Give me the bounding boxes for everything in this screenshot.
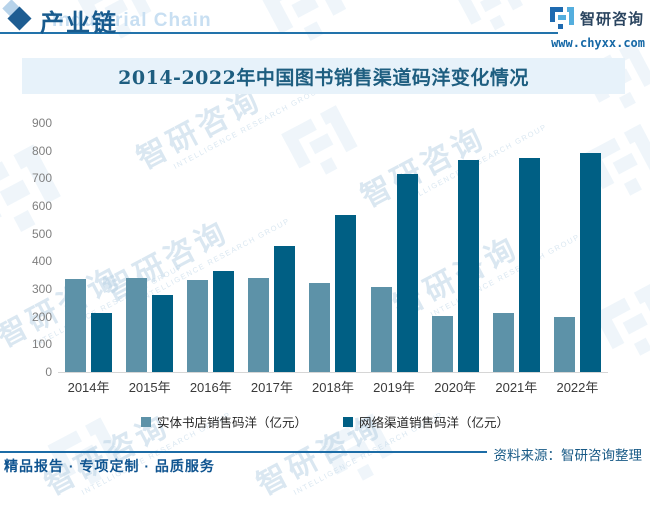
bar-group <box>119 123 180 372</box>
bar <box>187 280 209 372</box>
bar-group <box>180 123 241 372</box>
bar <box>309 283 331 372</box>
bar <box>579 153 601 372</box>
y-tick-label: 300 <box>31 282 52 296</box>
bar-group <box>547 123 608 372</box>
bar-group <box>241 123 302 372</box>
source-note: 资料来源：智研咨询整理 <box>493 448 643 463</box>
legend-swatch-icon <box>140 416 151 427</box>
bar <box>65 279 87 372</box>
bar-group <box>425 123 486 372</box>
bar <box>126 278 148 372</box>
legend-item: 实体书店销售码洋（亿元） <box>140 412 307 431</box>
legend-label: 实体书店销售码洋（亿元） <box>156 416 307 430</box>
x-axis: 2014年 2015年 2016年 2017年 2018年 2019年 2020年 2021年… <box>58 377 608 396</box>
brand: 智研咨询 <box>549 7 644 29</box>
bar <box>492 313 514 372</box>
bar <box>248 278 270 372</box>
chart-title-band: 2014-2022年中国图书销售渠道码洋变化情况 <box>22 58 625 94</box>
footer-divider <box>0 451 487 453</box>
x-tick-label: 2022年 <box>556 380 599 395</box>
legend-item: 网络渠道销售码洋（亿元） <box>343 412 509 431</box>
bar <box>396 174 418 372</box>
bar-group <box>364 123 425 372</box>
bar <box>431 316 453 372</box>
x-tick-label: 2019年 <box>373 380 416 395</box>
x-tick-label: 2017年 <box>250 380 293 395</box>
chart-title: 2014-2022年中国图书销售渠道码洋变化情况 <box>118 66 529 89</box>
bar <box>553 317 575 372</box>
bar <box>274 246 296 372</box>
bar-group <box>302 123 363 372</box>
y-tick-label: 900 <box>31 116 52 130</box>
bar <box>457 160 479 372</box>
bar <box>370 287 392 372</box>
plot-area <box>58 123 608 372</box>
page-title-english: Industrial Chain <box>52 10 212 31</box>
bar <box>335 215 357 372</box>
bar-chart: 0 100 200 300 400 500 600 700 800 900 2014年 2015年 2… <box>0 116 650 431</box>
bar <box>213 271 235 372</box>
y-tick-label: 400 <box>31 254 52 269</box>
page-title: 产业链 <box>40 8 118 37</box>
x-tick-label: 2015年 <box>128 380 171 395</box>
bar <box>518 158 540 372</box>
x-tick-label: 2014年 <box>67 380 110 395</box>
x-tick-label: 2018年 <box>312 380 354 395</box>
y-tick-label: 800 <box>31 143 52 158</box>
bar-group <box>486 123 547 372</box>
y-tick-label: 0 <box>45 365 52 379</box>
x-tick-label: 2016年 <box>189 380 232 395</box>
footer-slogan: 精品报告 · 专项定制 · 品质服务 <box>4 458 215 474</box>
legend-label: 网络渠道销售码洋（亿元） <box>359 416 510 430</box>
page-header: Industrial Chain 产业链 智研咨询 www.chyxx.com <box>0 0 650 52</box>
bar <box>91 313 113 372</box>
header-divider <box>0 32 558 34</box>
y-tick-label: 700 <box>31 171 52 186</box>
x-tick-label: 2020年 <box>434 380 477 395</box>
bar-group <box>58 123 119 372</box>
legend-swatch-icon <box>343 416 353 427</box>
chart-legend: 实体书店销售码洋（亿元） 网络渠道销售码洋（亿元） <box>0 412 650 431</box>
x-tick-label: 2021年 <box>495 380 538 395</box>
y-tick-label: 200 <box>31 309 52 324</box>
y-tick-label: 500 <box>31 226 52 241</box>
website-link[interactable]: www.chyxx.com <box>551 36 645 50</box>
y-tick-label: 600 <box>31 199 52 213</box>
bar <box>152 295 174 372</box>
brand-logo-icon <box>549 7 574 29</box>
y-tick-label: 100 <box>31 337 52 352</box>
brand-name: 智研咨询 <box>579 10 644 28</box>
x-axis-line <box>58 372 608 373</box>
